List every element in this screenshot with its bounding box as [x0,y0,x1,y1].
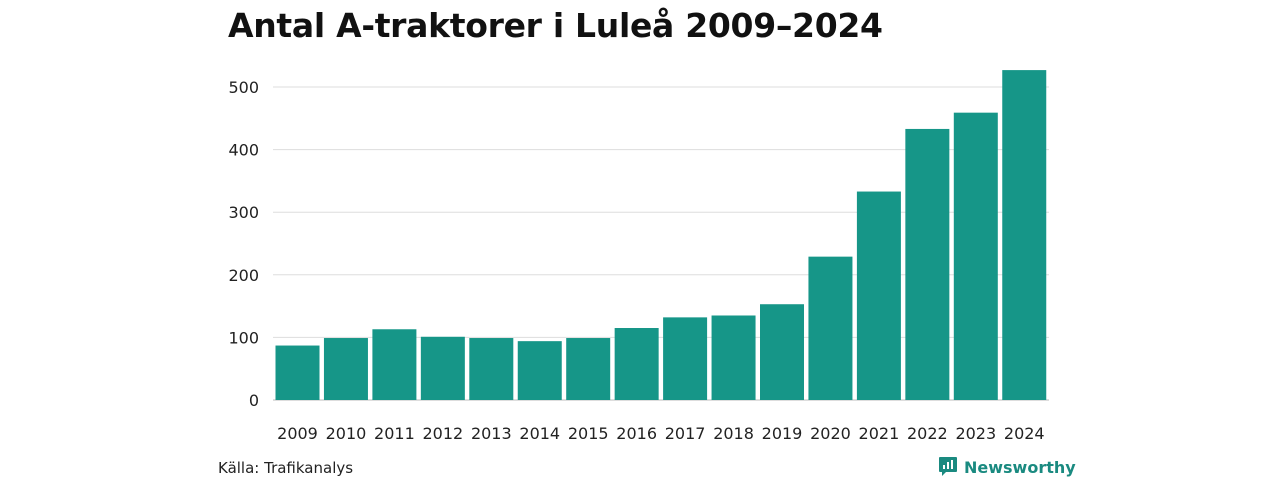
y-tick-label: 100 [228,328,259,347]
x-tick-label: 2020 [810,424,851,443]
x-tick-label: 2024 [1004,424,1045,443]
x-tick-label: 2017 [665,424,706,443]
y-axis-tick-labels: 0 100 200 300 400 500 [228,78,259,410]
newsworthy-logo-icon [939,457,957,476]
x-tick-label: 2010 [326,424,367,443]
bar-2009 [275,345,320,400]
x-tick-label: 2023 [955,424,996,443]
x-tick-label: 2014 [519,424,560,443]
bar-2016 [614,328,659,400]
chart-title: Antal A-traktorer i Luleå 2009–2024 [228,6,883,45]
brand-name: Newsworthy [964,457,1076,477]
bar-2017 [663,317,708,400]
x-tick-label: 2012 [422,424,463,443]
x-tick-label: 2011 [374,424,415,443]
bar-2015 [566,338,611,400]
x-tick-label: 2018 [713,424,754,443]
y-tick-label: 0 [249,391,259,410]
bar-2013 [469,338,514,400]
bar-2023 [953,112,998,400]
x-tick-label: 2019 [762,424,803,443]
y-tick-label: 500 [228,78,259,97]
source-note: Källa: Trafikanalys [218,459,354,477]
bar-2024 [1002,70,1047,401]
y-tick-label: 300 [228,203,259,222]
y-tick-label: 200 [228,266,259,285]
bar-2018 [711,315,756,400]
bar-2012 [420,336,465,400]
x-tick-label: 2016 [616,424,657,443]
brand-logo: Newsworthy [938,456,1076,478]
bar-2014 [517,341,562,400]
bar-2022 [905,128,950,400]
bar-2010 [323,338,368,400]
bar-2019 [760,304,804,400]
x-tick-label: 2015 [568,424,609,443]
bar-2011 [372,329,417,400]
bar-2021 [856,191,901,400]
x-tick-label: 2022 [907,424,948,443]
bar-2020 [808,256,853,400]
y-tick-label: 400 [228,141,259,160]
x-axis-tick-labels: 2009 2010 2011 2012 2013 2014 2015 2016 2017 2018… [277,424,1044,443]
x-tick-label: 2013 [471,424,512,443]
bars [275,70,1047,401]
x-tick-label: 2009 [277,424,318,443]
x-tick-label: 2021 [859,424,900,443]
